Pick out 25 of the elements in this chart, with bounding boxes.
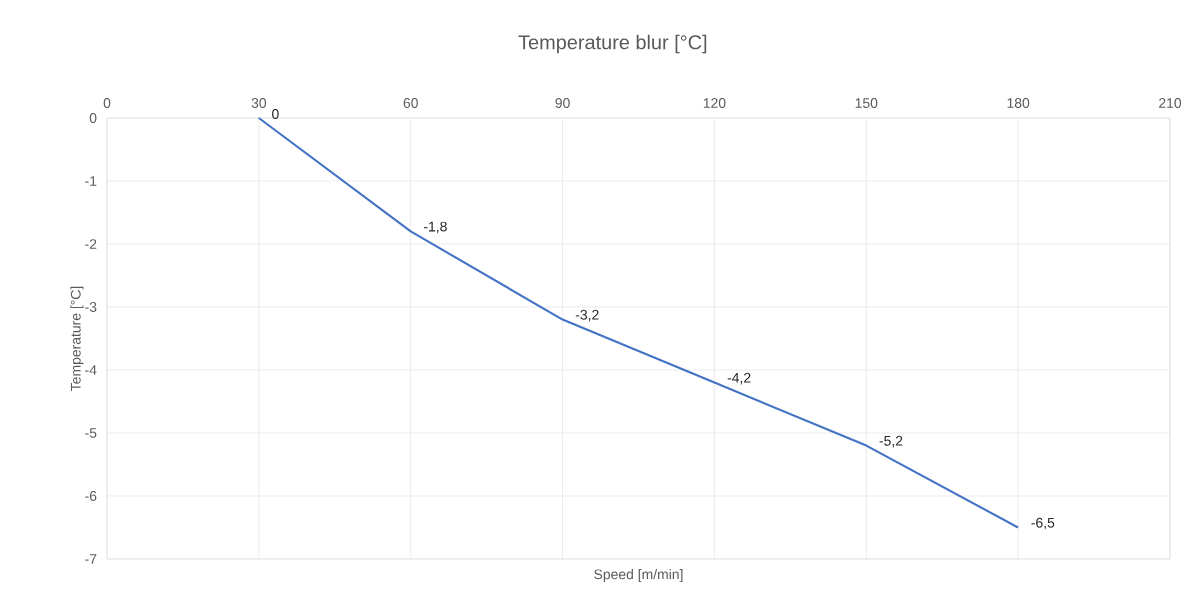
x-axis-title: Speed [m/min]	[594, 569, 683, 582]
data-label: -5,2	[879, 435, 903, 448]
y-tick-label: -6	[85, 491, 97, 501]
x-tick-label: 0	[103, 98, 111, 108]
x-tick-label: 30	[251, 98, 267, 108]
y-tick-label: -1	[85, 176, 97, 186]
y-tick-label: -4	[85, 365, 97, 375]
y-tick-label: -2	[85, 239, 97, 249]
data-label: -4,2	[727, 372, 751, 385]
y-axis-title: Temperature [°C]	[70, 286, 84, 391]
data-label: -3,2	[575, 309, 599, 322]
x-tick-label: 150	[855, 98, 878, 108]
x-tick-label: 210	[1159, 98, 1182, 108]
x-tick-label: 60	[403, 98, 418, 108]
x-tick-label: 120	[703, 98, 726, 108]
x-tick-label: 90	[555, 98, 570, 108]
data-label: 0	[272, 109, 279, 119]
chart-title: Temperature blur [°C]	[518, 34, 707, 54]
y-tick-label: -5	[85, 428, 97, 438]
x-tick-label: 180	[1007, 98, 1030, 108]
y-tick-label: 0	[89, 113, 97, 123]
data-label: -6,5	[1031, 517, 1055, 530]
y-tick-label: -3	[85, 302, 97, 312]
y-tick-label: -7	[85, 554, 97, 564]
data-label: -1,8	[424, 221, 447, 234]
